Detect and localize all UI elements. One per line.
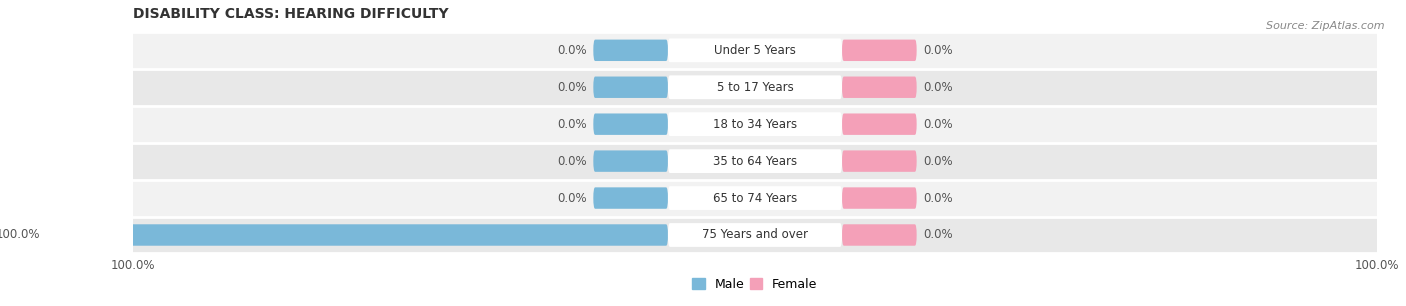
FancyBboxPatch shape (842, 151, 917, 172)
FancyBboxPatch shape (46, 224, 668, 246)
FancyBboxPatch shape (668, 39, 842, 62)
Text: Under 5 Years: Under 5 Years (714, 44, 796, 57)
Text: 0.0%: 0.0% (557, 81, 588, 94)
Text: 0.0%: 0.0% (557, 155, 588, 168)
FancyBboxPatch shape (668, 186, 842, 210)
FancyBboxPatch shape (593, 39, 668, 61)
FancyBboxPatch shape (593, 151, 668, 172)
Text: 0.0%: 0.0% (557, 44, 588, 57)
FancyBboxPatch shape (842, 224, 917, 246)
Bar (134, 69, 1376, 106)
FancyBboxPatch shape (842, 76, 917, 98)
FancyBboxPatch shape (668, 149, 842, 173)
FancyBboxPatch shape (668, 112, 842, 136)
FancyBboxPatch shape (842, 187, 917, 209)
Text: 0.0%: 0.0% (922, 155, 952, 168)
Text: 35 to 64 Years: 35 to 64 Years (713, 155, 797, 168)
Text: 0.0%: 0.0% (922, 44, 952, 57)
FancyBboxPatch shape (668, 223, 842, 247)
Bar (134, 217, 1376, 253)
FancyBboxPatch shape (842, 114, 917, 135)
Text: 0.0%: 0.0% (922, 81, 952, 94)
Text: 0.0%: 0.0% (557, 118, 588, 131)
Text: 18 to 34 Years: 18 to 34 Years (713, 118, 797, 131)
Text: DISABILITY CLASS: HEARING DIFFICULTY: DISABILITY CLASS: HEARING DIFFICULTY (134, 7, 449, 21)
Text: 0.0%: 0.0% (922, 192, 952, 204)
Text: 75 Years and over: 75 Years and over (702, 229, 808, 241)
Text: 0.0%: 0.0% (922, 118, 952, 131)
Text: 65 to 74 Years: 65 to 74 Years (713, 192, 797, 204)
Legend: Male, Female: Male, Female (688, 273, 823, 296)
Text: 0.0%: 0.0% (922, 229, 952, 241)
Text: 0.0%: 0.0% (557, 192, 588, 204)
FancyBboxPatch shape (593, 187, 668, 209)
FancyBboxPatch shape (593, 114, 668, 135)
FancyBboxPatch shape (842, 39, 917, 61)
Bar (134, 143, 1376, 180)
Bar (134, 32, 1376, 69)
Bar (134, 106, 1376, 143)
Bar (134, 180, 1376, 217)
Text: 5 to 17 Years: 5 to 17 Years (717, 81, 793, 94)
FancyBboxPatch shape (593, 76, 668, 98)
Text: 100.0%: 100.0% (0, 229, 39, 241)
Text: Source: ZipAtlas.com: Source: ZipAtlas.com (1267, 21, 1385, 32)
FancyBboxPatch shape (668, 75, 842, 99)
